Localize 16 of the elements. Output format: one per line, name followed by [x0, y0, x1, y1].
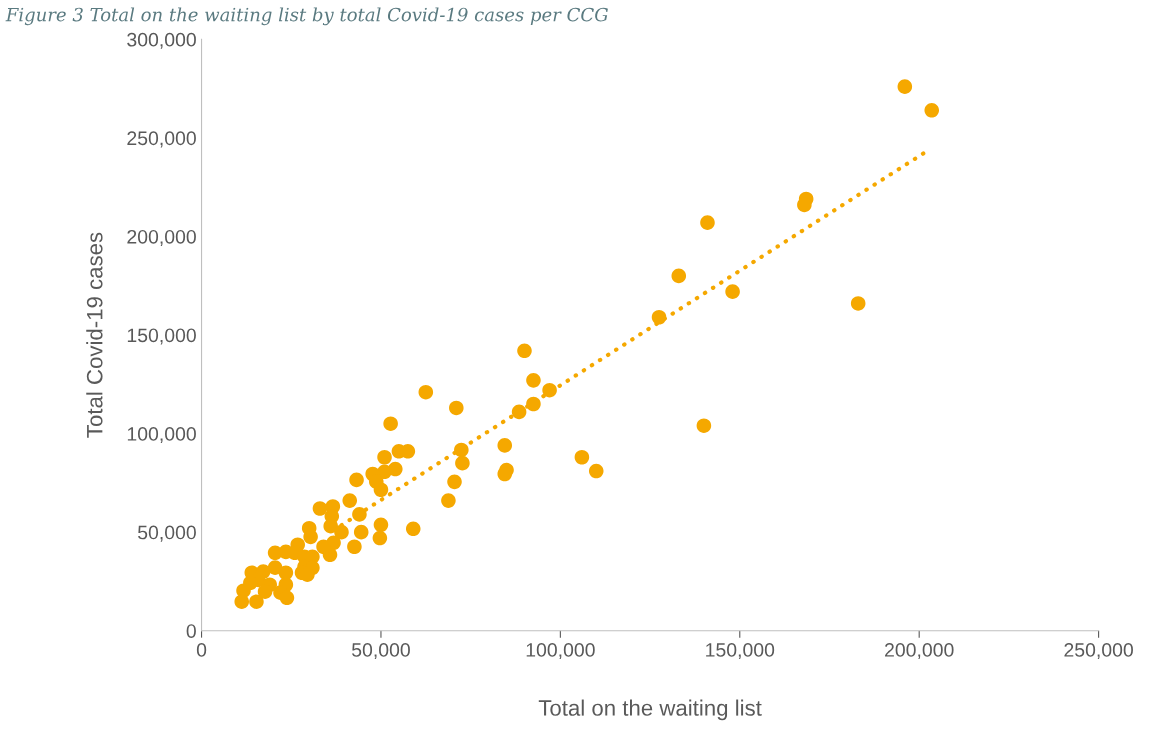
y-axis-title: Total Covid-19 cases: [86, 232, 103, 438]
y-tick-label: 0: [186, 624, 196, 638]
y-tick-label: 200,000: [127, 229, 196, 246]
y-tick-label: 100,000: [127, 427, 196, 444]
x-tick-label: 250,000: [1064, 643, 1133, 660]
x-tick-label: 100,000: [526, 643, 595, 660]
x-tick-label: 0: [196, 643, 207, 657]
y-tick-label: 50,000: [138, 525, 196, 542]
y-tick-label: 250,000: [127, 131, 196, 148]
y-tick-label: 300,000: [127, 32, 196, 49]
x-axis-title: Total on the waiting list: [538, 699, 762, 721]
y-tick-label: 150,000: [127, 328, 196, 345]
x-tick-label: 150,000: [706, 643, 775, 660]
chart-title: Figure 3 Total on the waiting list by total Covid-19 cases per CCG: [5, 7, 608, 26]
x-tick-label: 200,000: [885, 643, 954, 660]
x-tick-label: 50,000: [352, 643, 410, 660]
